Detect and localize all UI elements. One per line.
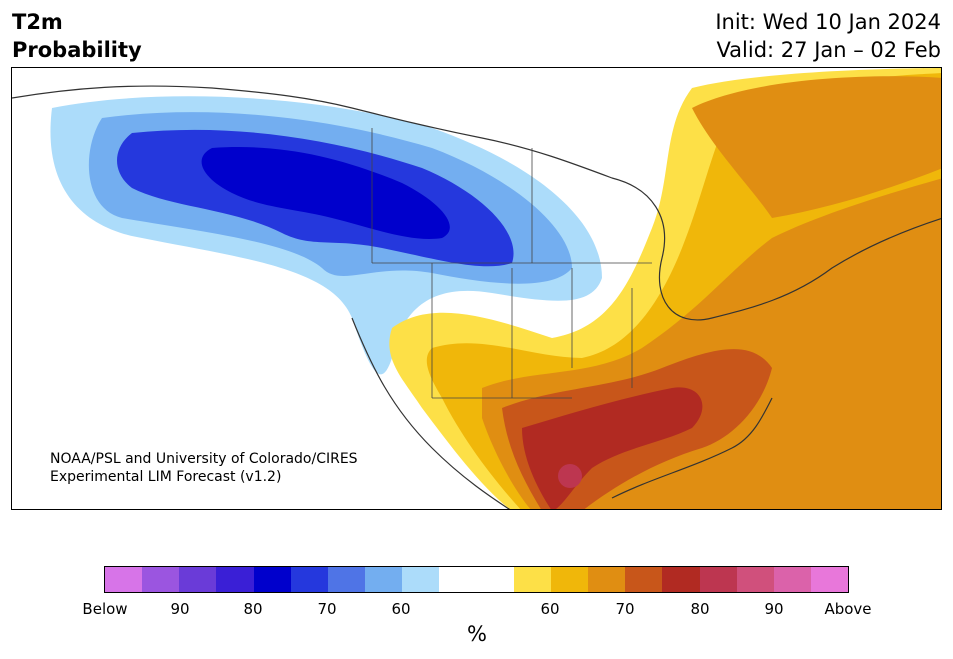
colorbar-cell — [179, 567, 217, 592]
title-line-1: T2m — [12, 10, 63, 34]
colorbar-tick-label: Below — [82, 600, 128, 618]
colorbar-unit: % — [467, 622, 487, 646]
colorbar-cell — [365, 567, 403, 592]
colorbar-cell — [290, 567, 328, 592]
title-line-2: Probability — [12, 38, 142, 62]
colorbar-tick-label: 60 — [540, 600, 560, 618]
valid-date: Valid: 27 Jan – 02 Feb — [716, 38, 941, 62]
colorbar-cell — [105, 567, 143, 592]
colorbar-tick-label: 90 — [170, 600, 190, 618]
credit-line-2: Experimental LIM Forecast (v1.2) — [50, 469, 282, 485]
colorbar-cell — [216, 567, 254, 592]
colorbar-cell — [810, 567, 849, 592]
colorbar-cell — [439, 567, 477, 592]
colorbar-cell — [625, 567, 663, 592]
init-date: Init: Wed 10 Jan 2024 — [715, 10, 941, 34]
colorbar-tick-label: 90 — [764, 600, 784, 618]
colorbar-tick-label: 70 — [317, 600, 337, 618]
colorbar-cell — [402, 567, 440, 592]
credit-line-1: NOAA/PSL and University of Colorado/CIRE… — [50, 451, 358, 467]
coastline — [12, 85, 941, 509]
colorbar-cell — [513, 567, 551, 592]
colorbar-cell — [476, 567, 514, 592]
colorbar-cell — [773, 567, 811, 592]
below-90-region — [201, 147, 450, 239]
probability-map: NOAA/PSL and University of Colorado/CIRE… — [11, 67, 942, 510]
map-title: T2m Probability — [12, 8, 142, 64]
colorbar-cell — [699, 567, 737, 592]
borders — [371, 128, 652, 399]
colorbar-cell — [253, 567, 291, 592]
colorbar-cell — [142, 567, 180, 592]
colorbar-tick-label: 70 — [615, 600, 635, 618]
above-peak — [558, 464, 582, 488]
colorbar-tick-label: 80 — [690, 600, 710, 618]
colorbar-cell — [662, 567, 700, 592]
colorbar-cell — [327, 567, 366, 592]
colorbar — [104, 566, 849, 593]
colorbar-cell — [588, 567, 626, 592]
colorbar-tick-label: 80 — [243, 600, 263, 618]
colorbar-tick-label: 60 — [391, 600, 411, 618]
forecast-dates: Init: Wed 10 Jan 2024 Valid: 27 Jan – 02… — [715, 8, 941, 64]
colorbar-tick-label: Above — [824, 600, 872, 618]
credit-text: NOAA/PSL and University of Colorado/CIRE… — [50, 450, 358, 486]
map-svg — [12, 68, 941, 509]
colorbar-cell — [736, 567, 774, 592]
colorbar-cell — [550, 567, 589, 592]
